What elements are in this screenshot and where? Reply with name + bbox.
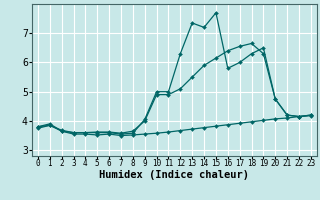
X-axis label: Humidex (Indice chaleur): Humidex (Indice chaleur) bbox=[100, 170, 249, 180]
